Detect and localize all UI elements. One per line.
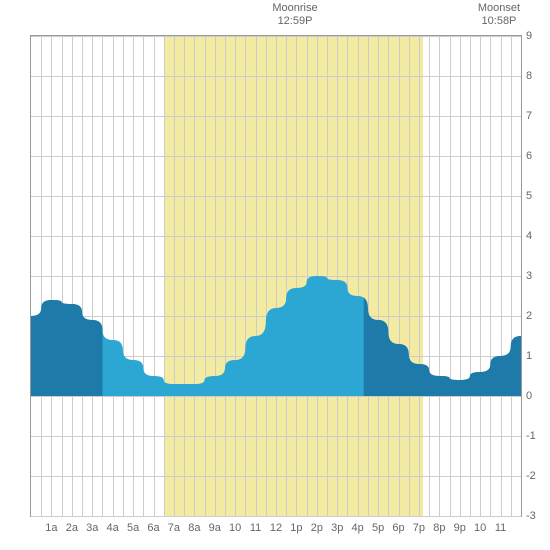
y-tick-label: 1 [526,350,541,362]
x-tick-label: 12 [270,522,282,534]
x-tick-label: 10 [474,522,486,534]
x-tick-label: 5a [127,522,139,534]
x-tick-label: 3a [86,522,98,534]
plot-area: -3-2-101234567891a2a3a4a5a6a7a8a9a101112… [30,35,522,517]
y-tick-label: 5 [526,190,541,202]
x-tick-label: 7a [168,522,180,534]
x-tick-label: 9p [454,522,466,534]
tide-chart: -3-2-101234567891a2a3a4a5a6a7a8a9a101112… [0,0,550,550]
y-tick-label: 9 [526,30,541,42]
y-tick-label: 2 [526,310,541,322]
x-tick-label: 2p [311,522,323,534]
moonset-label: Moonset10:58P [469,2,529,28]
header-label-time: 10:58P [469,15,529,28]
x-tick-label: 7p [413,522,425,534]
x-tick-label: 9a [209,522,221,534]
y-tick-label: -3 [526,510,541,522]
x-tick-label: 3p [331,522,343,534]
x-tick-label: 6a [147,522,159,534]
x-tick-label: 11 [495,522,506,534]
x-tick-label: 8a [188,522,200,534]
tide-wave [31,36,521,516]
x-tick-label: 6p [392,522,404,534]
y-tick-label: -2 [526,470,541,482]
y-tick-label: 7 [526,110,541,122]
header-label-title: Moonset [469,2,529,15]
header-label-time: 12:59P [265,15,325,28]
y-tick-label: 0 [526,390,541,402]
x-tick-label: 5p [372,522,384,534]
y-tick-label: 8 [526,70,541,82]
y-tick-label: 6 [526,150,541,162]
header-label-title: Moonrise [265,2,325,15]
x-tick-label: 1a [45,522,57,534]
moonrise-label: Moonrise12:59P [265,2,325,28]
grid-line-h [31,516,521,517]
y-tick-label: -1 [526,430,541,442]
x-tick-label: 2a [66,522,78,534]
x-tick-label: 11 [250,522,261,534]
x-tick-label: 1p [290,522,302,534]
y-tick-label: 3 [526,270,541,282]
x-tick-label: 4a [107,522,119,534]
x-tick-label: 4p [352,522,364,534]
x-tick-label: 10 [229,522,241,534]
y-tick-label: 4 [526,230,541,242]
x-tick-label: 8p [433,522,445,534]
